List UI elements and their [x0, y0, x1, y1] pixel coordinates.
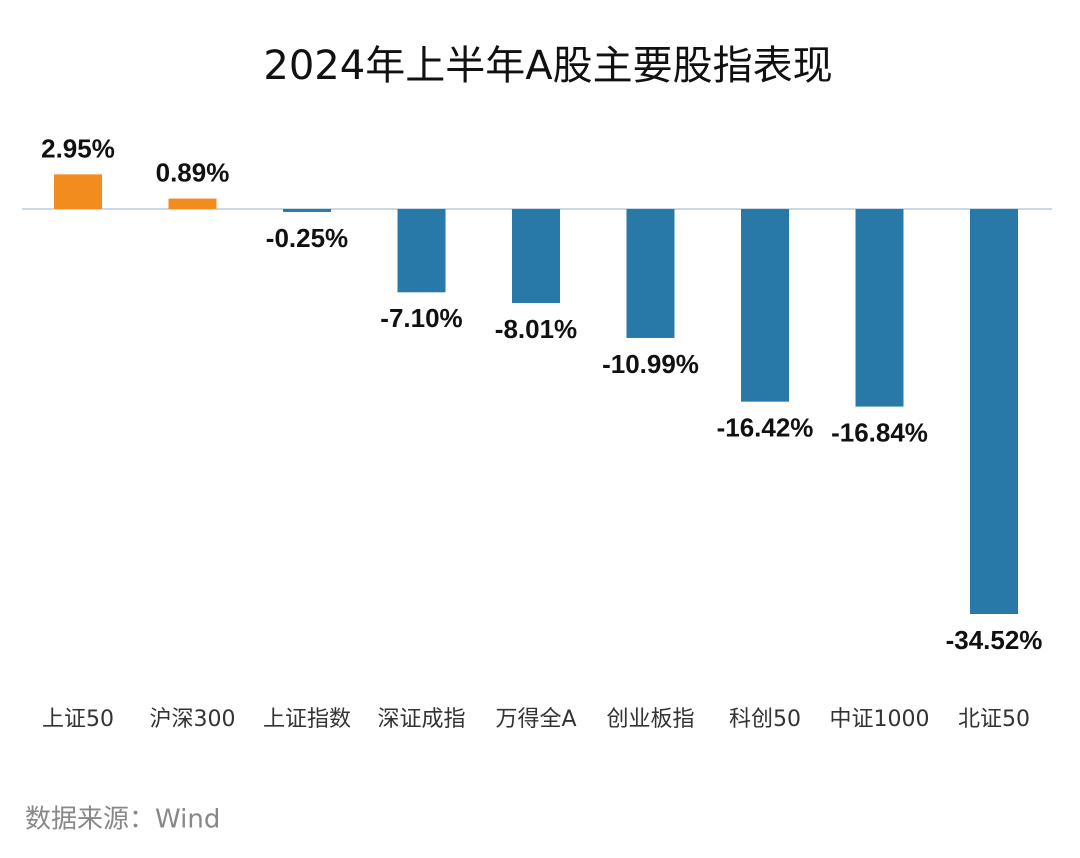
- bar: [168, 198, 217, 209]
- source-note: 数据来源：Wind: [25, 805, 220, 835]
- bar: [626, 209, 675, 338]
- chart-title: 2024年上半年A股主要股指表现: [263, 43, 832, 89]
- bar: [970, 209, 1018, 614]
- x-tick-label: 北证50: [958, 707, 1030, 732]
- value-label: -16.84%: [831, 417, 928, 447]
- x-tick-label: 科创50: [729, 707, 801, 732]
- value-label: 0.89%: [156, 157, 230, 187]
- value-label: -16.42%: [717, 413, 814, 443]
- x-tick-label: 沪深300: [150, 707, 236, 732]
- value-label: -0.25%: [266, 223, 348, 253]
- bar: [283, 209, 331, 212]
- value-label: 2.95%: [41, 133, 115, 163]
- bar: [54, 174, 102, 209]
- bar: [397, 209, 446, 293]
- x-tick-label: 上证指数: [263, 707, 351, 732]
- value-label: -10.99%: [602, 349, 699, 379]
- x-tick-label: 创业板指: [606, 707, 694, 732]
- x-tick-label: 万得全A: [495, 707, 576, 732]
- bar: [855, 209, 904, 407]
- x-tick-label: 上证50: [42, 707, 114, 732]
- x-tick-label: 中证1000: [830, 707, 930, 732]
- value-label: -34.52%: [946, 625, 1043, 655]
- value-label: -7.10%: [380, 303, 462, 333]
- bar: [512, 209, 560, 303]
- bar: [741, 209, 789, 402]
- value-label: -8.01%: [495, 314, 577, 344]
- x-tick-label: 深证成指: [377, 707, 465, 732]
